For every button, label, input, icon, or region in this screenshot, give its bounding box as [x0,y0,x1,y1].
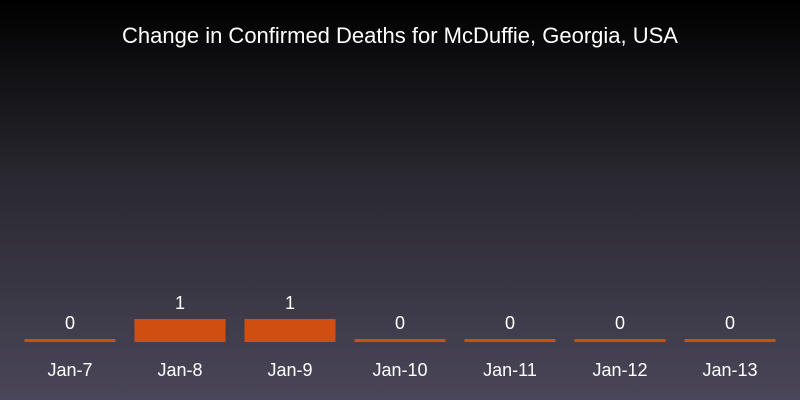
bar-jan-13 [684,339,776,342]
x-tick-label-jan-10: Jan-10 [372,360,427,380]
x-tick-label-jan-12: Jan-12 [592,360,647,380]
bar-jan-10 [354,339,446,342]
data-label-jan-7: 0 [65,313,75,333]
bars-group [24,319,776,342]
data-label-jan-10: 0 [395,313,405,333]
x-tick-label-jan-13: Jan-13 [702,360,757,380]
data-label-jan-12: 0 [615,313,625,333]
data-label-jan-9: 1 [285,293,295,313]
x-tick-label-jan-8: Jan-8 [157,360,202,380]
bar-jan-9 [244,319,336,342]
data-label-jan-13: 0 [725,313,735,333]
bar-jan-12 [574,339,666,342]
x-axis-tick-labels: Jan-7 Jan-8 Jan-9 Jan-10 Jan-11 Jan-12 Jan-13 [47,360,757,380]
bar-jan-7 [24,339,116,342]
bar-jan-11 [464,339,556,342]
x-tick-label-jan-7: Jan-7 [47,360,92,380]
x-tick-label-jan-11: Jan-11 [483,360,537,380]
x-tick-label-jan-9: Jan-9 [267,360,312,380]
chart-title: Change in Confirmed Deaths for McDuffie,… [122,23,678,48]
data-labels-group: 0 1 1 0 0 0 0 [65,293,735,333]
data-label-jan-8: 1 [175,293,185,313]
data-label-jan-11: 0 [505,313,515,333]
bar-jan-8 [134,319,226,342]
